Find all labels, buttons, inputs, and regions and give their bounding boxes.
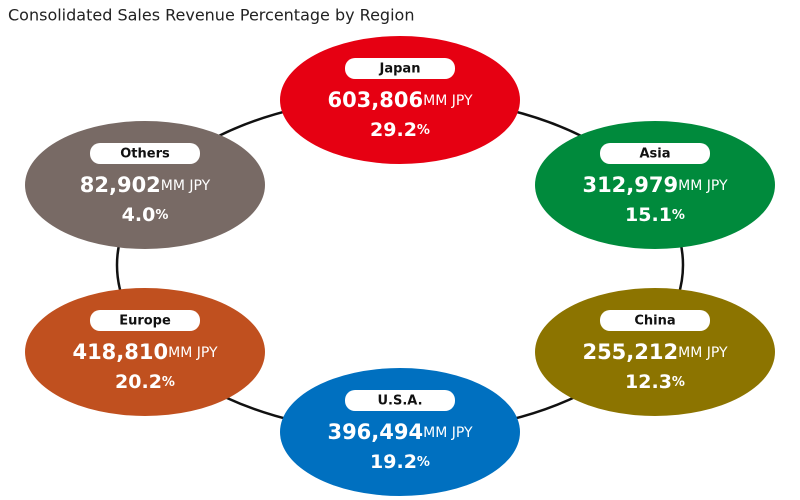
share-line: 20.2% — [115, 371, 175, 393]
share-unit: % — [162, 375, 175, 390]
label-pill — [90, 310, 200, 331]
region-ellipse — [25, 288, 265, 416]
share: 20.2 — [115, 371, 162, 393]
region-node: U.S.A. 396,494MM JPY 19.2% — [280, 368, 520, 496]
share: 12.3 — [625, 371, 672, 393]
amount: 82,902 — [80, 173, 161, 197]
amount: 312,979 — [582, 173, 678, 197]
share: 19.2 — [370, 451, 417, 473]
amount-unit: MM JPY — [678, 178, 728, 194]
region-ellipse — [25, 121, 265, 249]
amount-unit: MM JPY — [423, 425, 473, 441]
amount-line: 603,806MM JPY — [327, 88, 473, 112]
amount: 255,212 — [582, 340, 678, 364]
amount: 603,806 — [327, 88, 423, 112]
amount-unit: MM JPY — [168, 345, 218, 361]
label-pill — [600, 310, 710, 331]
share-unit: % — [672, 208, 685, 223]
region-ellipse — [535, 288, 775, 416]
amount-line: 418,810MM JPY — [72, 340, 218, 364]
region-label: China — [634, 314, 675, 329]
amount-line: 312,979MM JPY — [582, 173, 728, 197]
share-line: 19.2% — [370, 451, 430, 473]
share-line: 12.3% — [625, 371, 685, 393]
share-line: 15.1% — [625, 204, 685, 226]
share-unit: % — [155, 208, 168, 223]
amount-unit: MM JPY — [678, 345, 728, 361]
share-unit: % — [672, 375, 685, 390]
region-label: Europe — [119, 314, 171, 329]
share-line: 29.2% — [370, 119, 430, 141]
amount-line: 396,494MM JPY — [327, 420, 473, 444]
share: 4.0 — [122, 204, 156, 226]
label-pill — [345, 58, 455, 79]
amount-unit: MM JPY — [423, 93, 473, 109]
region-ellipse — [535, 121, 775, 249]
share: 29.2 — [370, 119, 417, 141]
share-unit: % — [417, 123, 430, 138]
share: 15.1 — [625, 204, 672, 226]
amount-line: 82,902MM JPY — [80, 173, 211, 197]
region-node: Asia 312,979MM JPY 15.1% — [535, 121, 775, 249]
region-node: Others 82,902MM JPY 4.0% — [25, 121, 265, 249]
label-pill — [600, 143, 710, 164]
region-ellipse — [280, 36, 520, 164]
region-label: U.S.A. — [377, 394, 422, 409]
region-ellipse — [280, 368, 520, 496]
amount-line: 255,212MM JPY — [582, 340, 728, 364]
label-pill — [345, 390, 455, 411]
share-unit: % — [417, 455, 430, 470]
amount: 418,810 — [72, 340, 168, 364]
region-label: Asia — [639, 147, 670, 162]
region-node: Japan 603,806MM JPY 29.2% — [280, 36, 520, 164]
amount-unit: MM JPY — [161, 178, 211, 194]
title: Consolidated Sales Revenue Percentage by… — [8, 6, 414, 25]
region-label: Japan — [379, 62, 421, 77]
region-node: China 255,212MM JPY 12.3% — [535, 288, 775, 416]
region-node: Europe 418,810MM JPY 20.2% — [25, 288, 265, 416]
amount: 396,494 — [327, 420, 423, 444]
label-pill — [90, 143, 200, 164]
region-label: Others — [120, 147, 170, 162]
share-line: 4.0% — [122, 204, 169, 226]
